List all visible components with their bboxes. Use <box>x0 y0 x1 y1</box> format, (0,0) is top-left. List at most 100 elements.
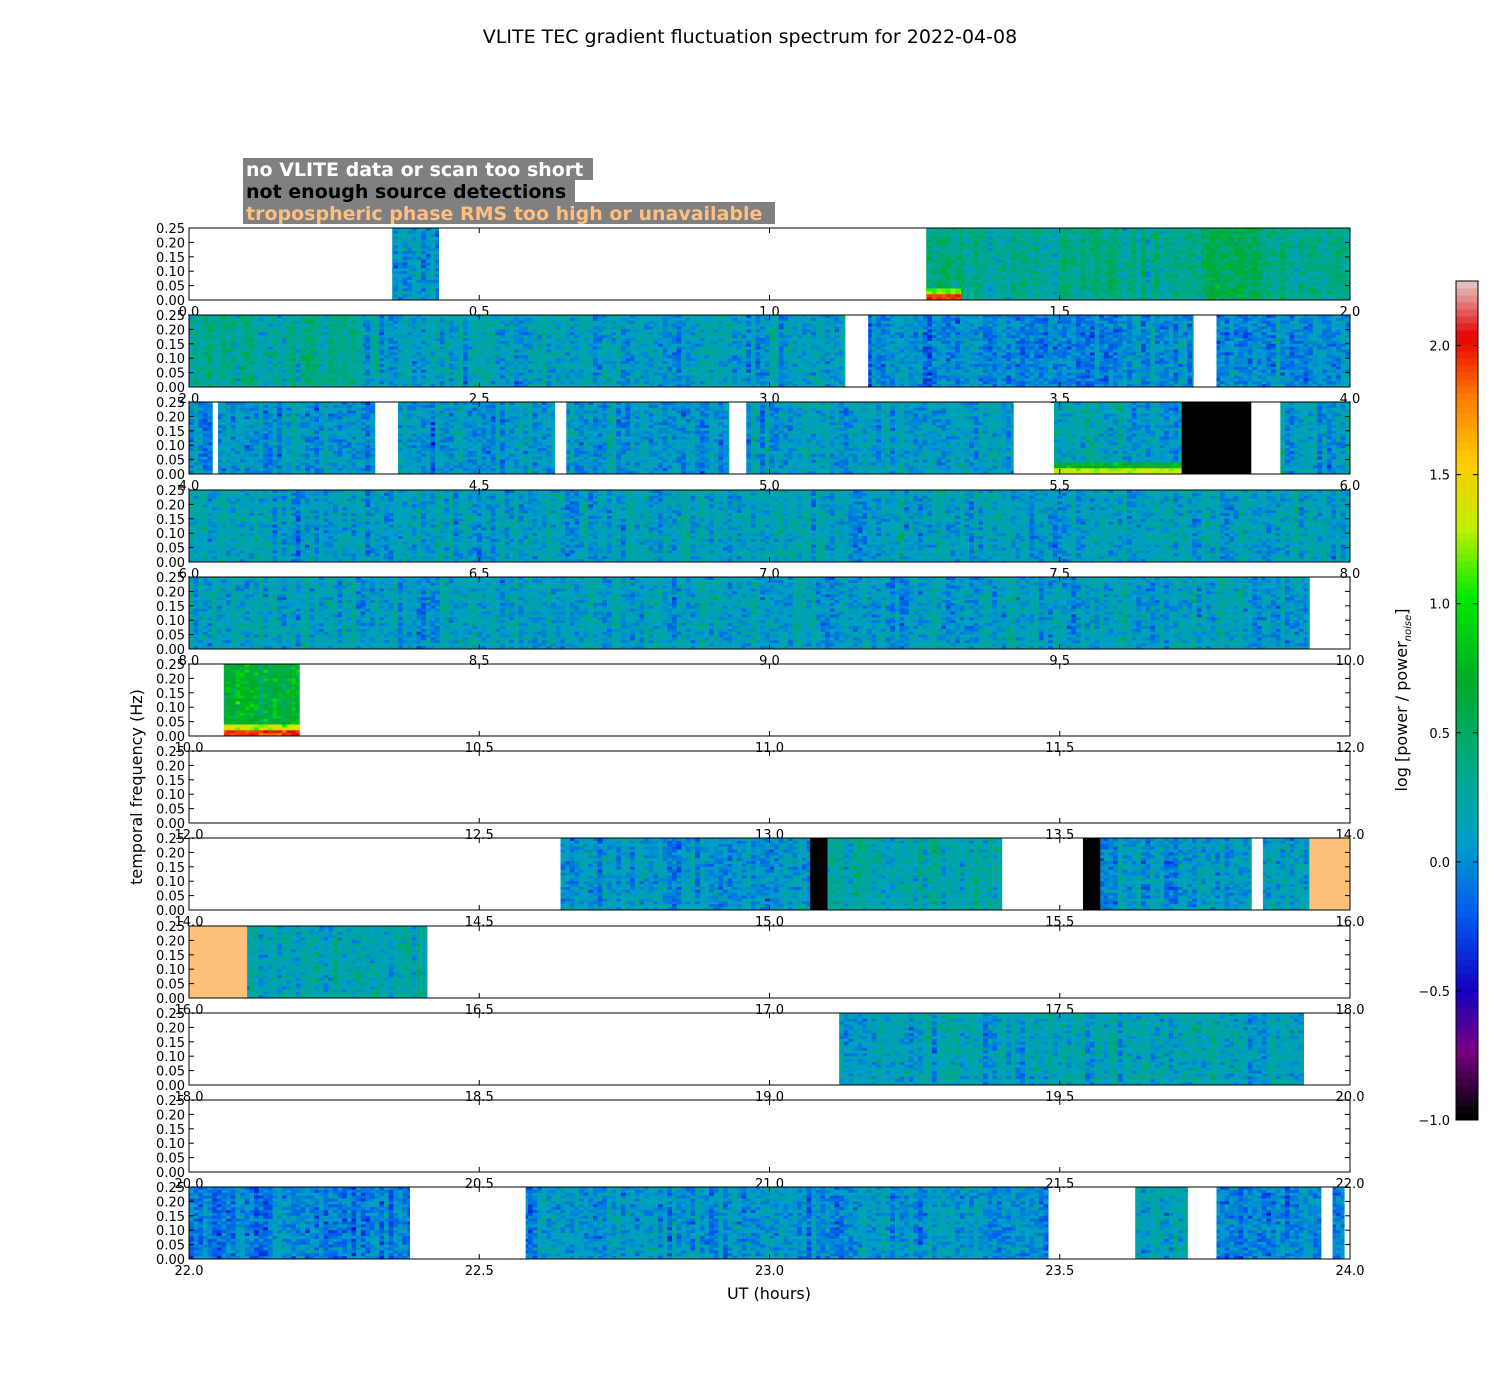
heat-cell <box>955 260 960 263</box>
heat-cell <box>1220 288 1225 291</box>
heat-cell <box>997 274 1002 277</box>
heat-cell <box>1285 251 1290 254</box>
heat-cell <box>435 257 439 260</box>
heat-cell <box>1141 283 1146 286</box>
heat-cell <box>1197 271 1202 274</box>
heat-cell <box>992 283 997 286</box>
heat-cell <box>1263 231 1267 234</box>
heat-cell <box>1025 260 1030 263</box>
heat-cell <box>1299 260 1304 263</box>
heat-cell <box>1266 231 1271 234</box>
heat-cell <box>1053 242 1058 245</box>
heat-cell <box>1257 294 1262 297</box>
heat-cell <box>1071 240 1076 243</box>
heat-cell <box>1211 257 1216 260</box>
heat-cell <box>1025 257 1030 260</box>
heat-cell <box>1220 271 1225 274</box>
heat-cell <box>1243 280 1248 283</box>
heat-cell <box>1016 263 1021 266</box>
heat-cell <box>1299 283 1304 286</box>
heat-cell <box>1030 291 1035 294</box>
heat-cell <box>1034 271 1039 274</box>
heat-cell <box>1146 242 1151 245</box>
heat-cell <box>403 254 408 257</box>
heat-cell <box>430 265 435 268</box>
heat-cell <box>1313 280 1318 283</box>
heat-cell <box>965 231 970 234</box>
heat-cell <box>1034 263 1039 266</box>
heat-cell <box>407 268 412 271</box>
heat-cell <box>403 288 408 291</box>
heat-cell <box>1187 271 1192 274</box>
heat-cell <box>1099 265 1104 268</box>
heat-cell <box>1118 294 1123 297</box>
heat-cell <box>1030 263 1035 266</box>
heat-cell <box>1090 283 1095 286</box>
heat-cell <box>1248 277 1253 280</box>
heat-cell <box>1020 251 1025 254</box>
heat-cell <box>1169 245 1174 248</box>
heat-cell <box>1174 286 1179 289</box>
heat-cell <box>1336 248 1341 251</box>
heat-cell <box>965 288 970 291</box>
heat-cell <box>1331 260 1336 263</box>
heat-cell <box>1178 231 1183 234</box>
heat-cell <box>941 240 946 243</box>
heat-cell <box>1327 268 1332 271</box>
heat-cell <box>1034 245 1039 248</box>
heat-cell <box>421 257 426 260</box>
heat-cell <box>1090 286 1095 289</box>
heat-cell <box>1146 251 1151 254</box>
heat-cell <box>1234 231 1239 234</box>
heat-cell <box>1322 237 1327 240</box>
heat-cell <box>1127 288 1132 291</box>
heat-cell <box>1197 251 1202 254</box>
heat-cell <box>1113 234 1118 237</box>
heat-cell <box>1271 288 1276 291</box>
heat-cell <box>1206 251 1211 254</box>
heat-cell <box>1109 271 1114 274</box>
heat-cell <box>927 265 932 268</box>
heat-cell <box>430 291 435 294</box>
heat-cell <box>1299 245 1304 248</box>
heat-cell <box>965 265 970 268</box>
heat-cell <box>1243 242 1248 245</box>
heat-cell <box>398 245 403 248</box>
heat-cell <box>1257 271 1262 274</box>
heat-cell <box>1266 237 1271 240</box>
heat-cell <box>1220 231 1225 234</box>
heat-cell <box>1294 288 1299 291</box>
heat-cell <box>1044 291 1049 294</box>
heat-cell <box>1178 294 1183 297</box>
heat-cell <box>1076 291 1081 294</box>
heat-cell <box>1020 268 1025 271</box>
chart-title: VLITE TEC gradient fluctuation spectrum … <box>483 26 1017 48</box>
heat-cell <box>1016 248 1021 251</box>
heat-cell <box>1020 263 1025 266</box>
heat-cell <box>1085 260 1089 263</box>
heat-cell <box>1067 242 1072 245</box>
heat-cell <box>1039 254 1044 257</box>
heat-cell <box>1336 254 1341 257</box>
heat-cell <box>393 268 398 271</box>
heat-cell <box>1211 234 1216 237</box>
heat-cell <box>951 242 956 245</box>
heat-cell <box>1067 257 1072 260</box>
heat-cell <box>983 277 988 280</box>
heat-cell <box>1294 240 1299 243</box>
heat-cell <box>969 242 974 245</box>
heat-cell <box>1122 245 1127 248</box>
heat-cell <box>398 283 403 286</box>
heat-cell <box>978 254 983 257</box>
heat-cell <box>421 280 426 283</box>
heat-cell <box>1243 288 1248 291</box>
heat-cell <box>927 280 932 283</box>
heat-cell <box>983 274 988 277</box>
heat-cell <box>1127 294 1132 297</box>
heat-cell <box>435 280 439 283</box>
heat-cell <box>927 237 932 240</box>
heat-cell <box>941 263 946 266</box>
heat-cell <box>1146 254 1151 257</box>
heat-cell <box>1243 234 1248 237</box>
heat-cell <box>1174 242 1179 245</box>
